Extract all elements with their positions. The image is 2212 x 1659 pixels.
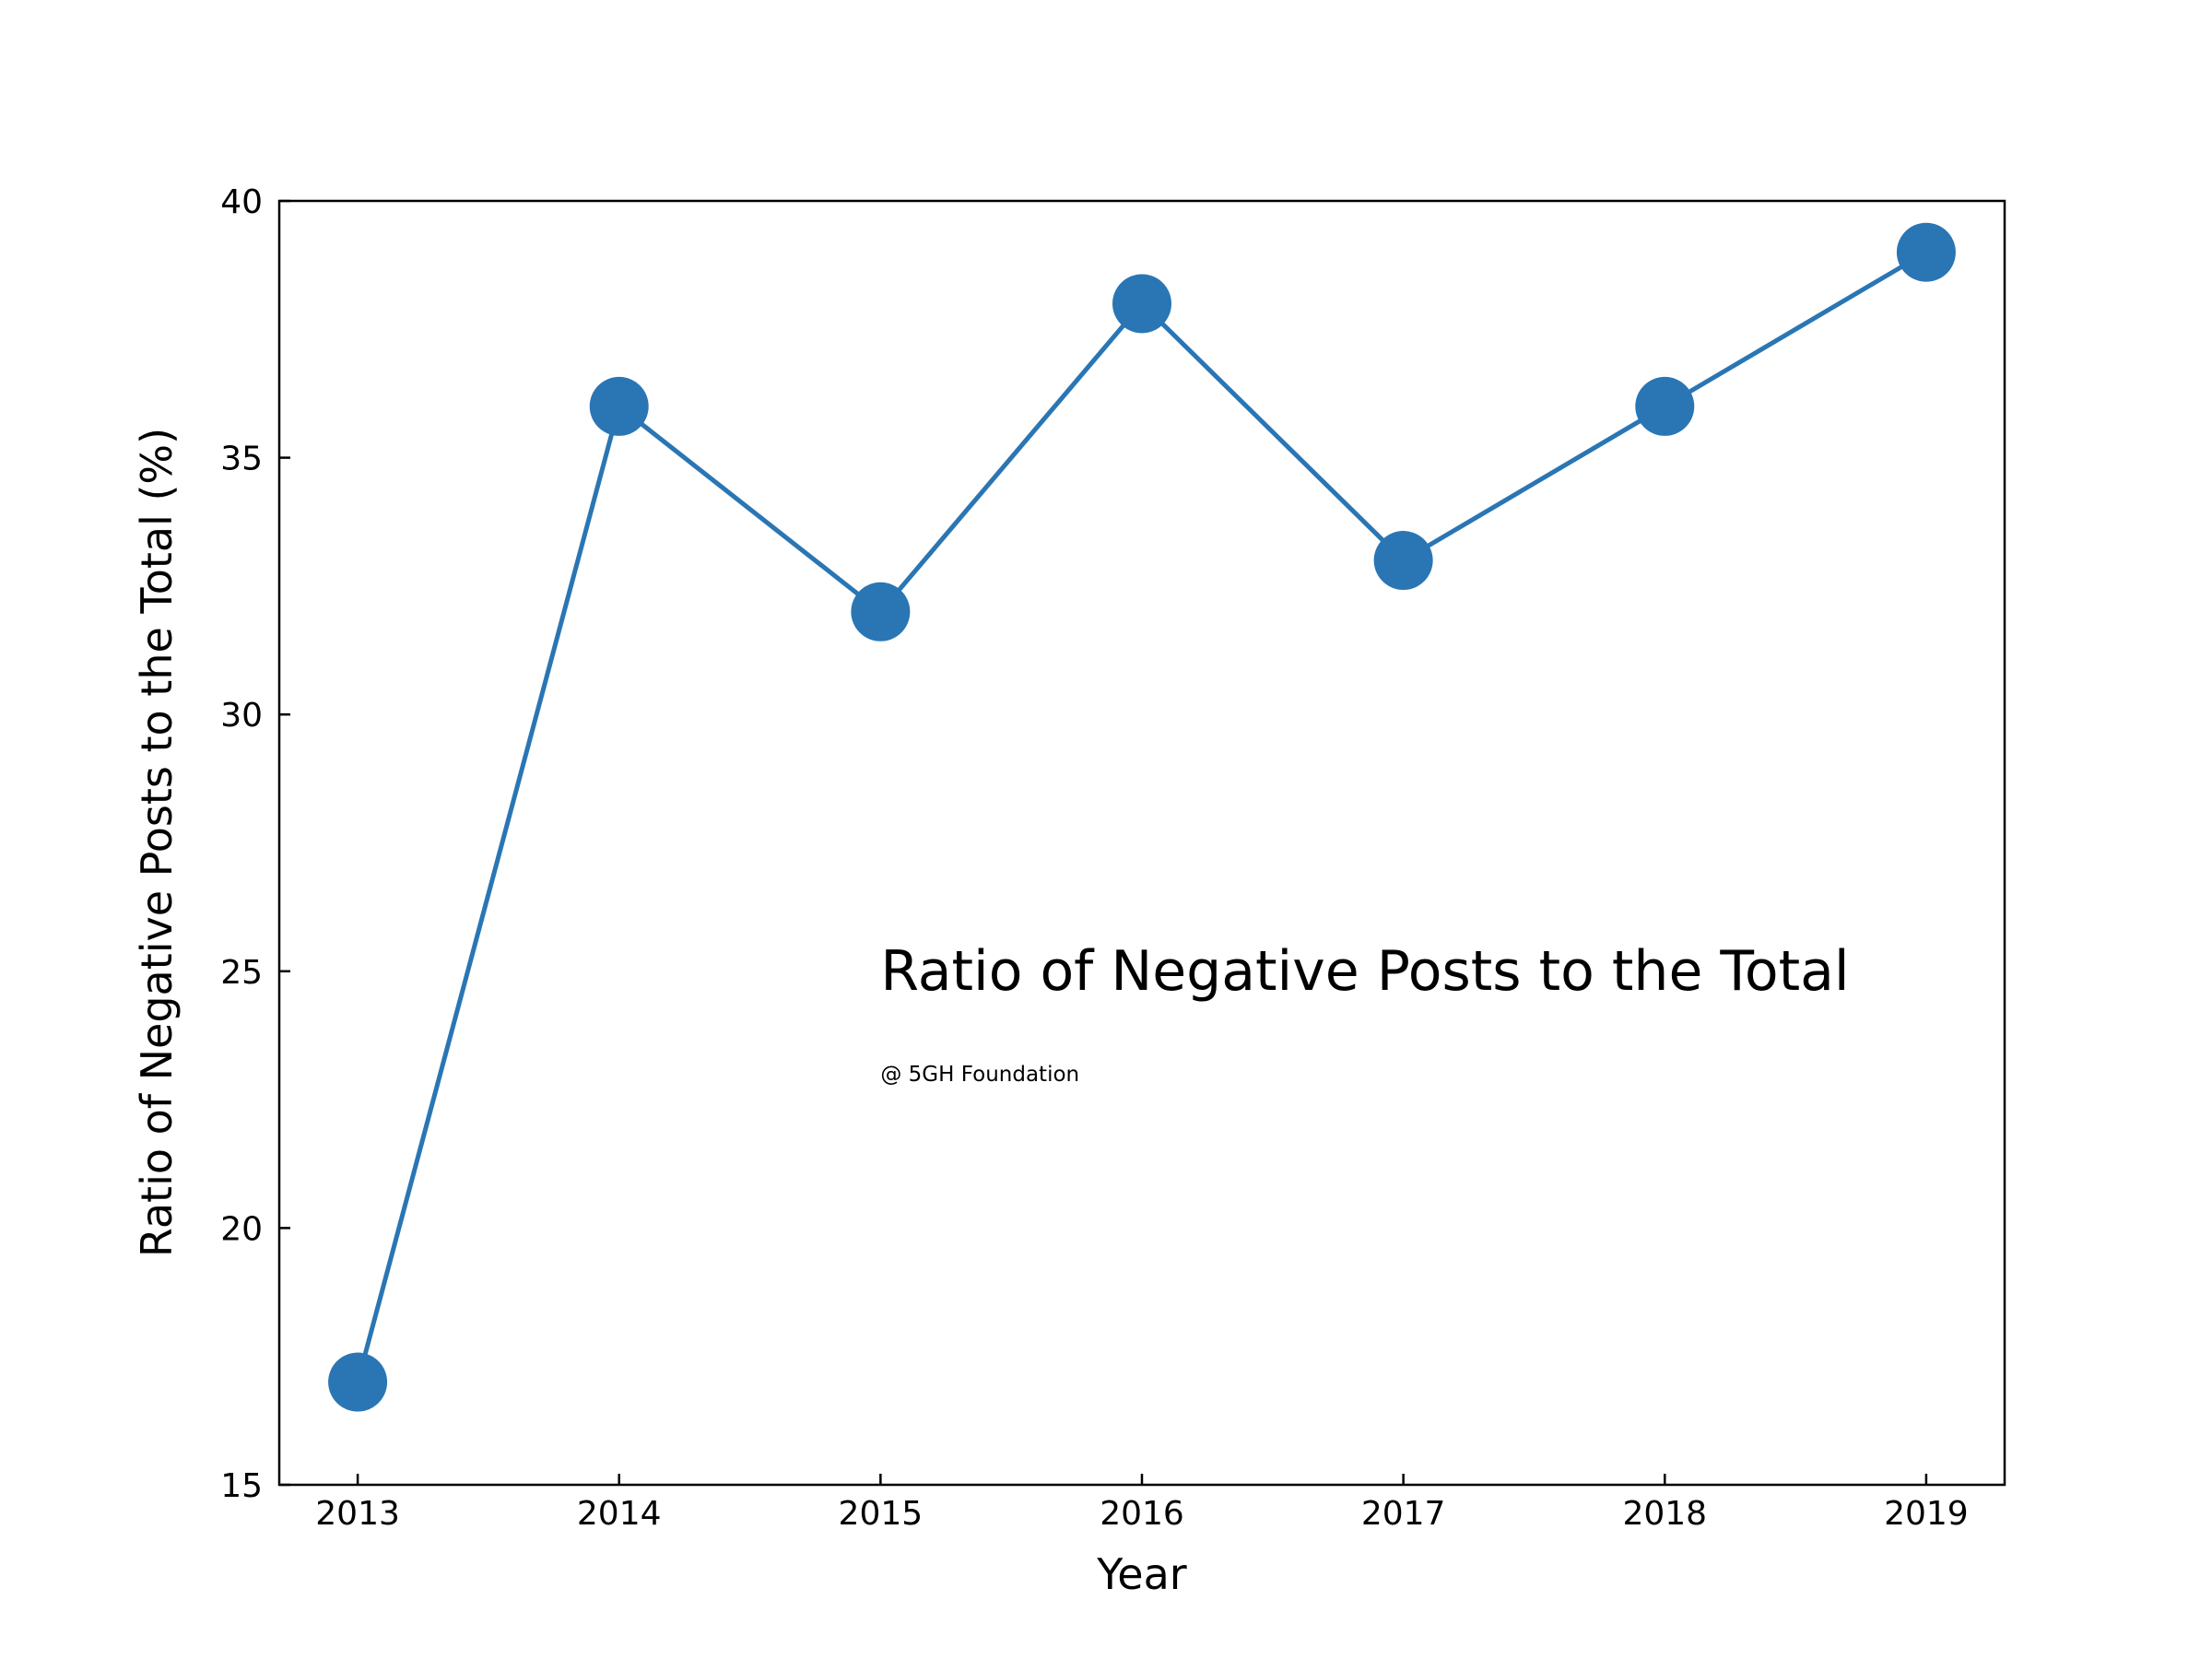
data-point-2016: [1112, 274, 1171, 334]
x-tick-label-0: 2013: [315, 1495, 400, 1533]
x-tick-label-2: 2015: [839, 1495, 924, 1533]
y-tick-label-0: 15: [220, 1467, 263, 1505]
x-tick-label-5: 2018: [1622, 1495, 1707, 1533]
x-tick-label-6: 2019: [1884, 1495, 1969, 1533]
data-point-2015: [851, 582, 911, 641]
y-tick-label-5: 40: [220, 183, 263, 221]
data-point-2013: [328, 1352, 388, 1412]
x-tick-label-1: 2014: [577, 1495, 662, 1533]
annotation-credit: @ 5GH Foundation: [880, 1063, 1079, 1087]
x-tick-label-3: 2016: [1100, 1495, 1184, 1533]
data-point-2017: [1373, 531, 1433, 591]
x-axis-title: Year: [1096, 1549, 1186, 1599]
y-tick-label-4: 35: [220, 441, 263, 478]
series-group: [328, 222, 1956, 1412]
data-point-2019: [1896, 222, 1956, 282]
x-tick-label-4: 2017: [1361, 1495, 1446, 1533]
y-tick-label-3: 30: [220, 697, 263, 735]
y-axis-title: Ratio of Negative Posts to the Total (%): [132, 428, 182, 1257]
y-tick-label-1: 20: [220, 1210, 263, 1248]
plot-frame: [277, 199, 2006, 1487]
annotation-title: Ratio of Negative Posts to the Total: [880, 939, 1849, 1004]
y-tick-label-2: 25: [220, 954, 263, 992]
data-point-2018: [1635, 376, 1695, 436]
data-point-2014: [589, 376, 649, 436]
x-axis: 2013 2014 2015 2016 2017 2018 2019: [315, 1474, 1969, 1533]
y-axis: 15 20 25 30 35 40: [220, 183, 290, 1505]
